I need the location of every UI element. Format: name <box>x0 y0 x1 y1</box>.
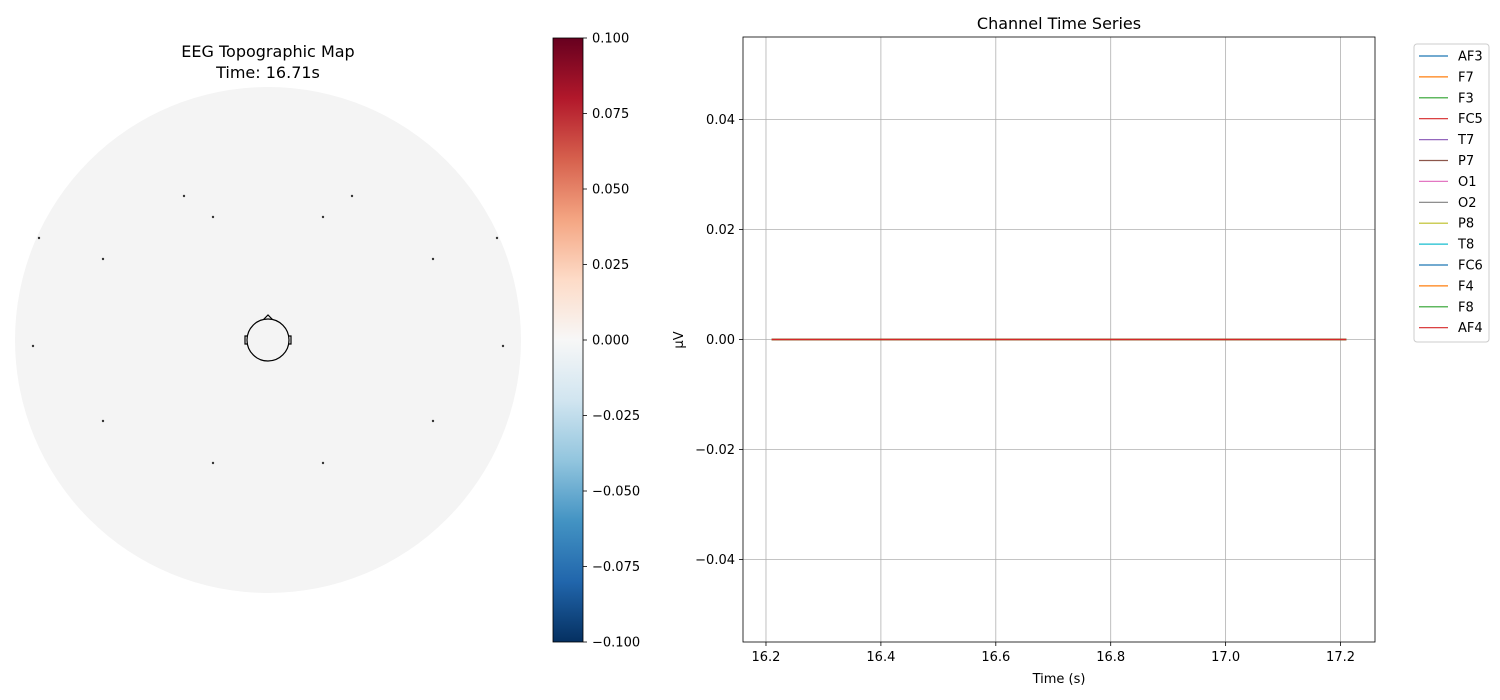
colorbar-tick-label: −0.075 <box>592 560 640 575</box>
legend-item: P8 <box>1419 217 1474 232</box>
sensor-marker <box>31 344 35 348</box>
colorbar-tick-label: 0.050 <box>592 183 629 198</box>
y-tick-label: −0.02 <box>695 443 735 458</box>
sensor-marker <box>350 194 354 198</box>
colorbar-tick-label: 0.100 <box>592 32 629 47</box>
legend-label: O1 <box>1458 175 1477 190</box>
legend-item: FC6 <box>1419 259 1483 274</box>
topomap-title: EEG Topographic Map <box>181 42 354 61</box>
colorbar: 0.100 0.075 0.050 0.025 0.000 −0.025 −0.050 −0.… <box>552 32 640 651</box>
legend-label: F3 <box>1458 91 1474 106</box>
legend-item: AF3 <box>1419 50 1483 65</box>
x-tick-label: 16.8 <box>1096 650 1125 665</box>
x-axis-ticks: 16.2 16.4 16.6 16.8 17.0 17.2 <box>752 642 1355 665</box>
y-axis-label: µV <box>672 331 687 348</box>
legend-item: F8 <box>1419 300 1474 315</box>
left-ear-icon <box>244 335 248 345</box>
legend-item: T7 <box>1419 133 1474 148</box>
legend-label: F8 <box>1458 300 1474 315</box>
legend-label: F7 <box>1458 70 1474 85</box>
topomap-subtitle: Time: 16.71s <box>215 63 320 82</box>
x-tick-label: 17.0 <box>1211 650 1240 665</box>
sensor-marker <box>431 257 435 261</box>
colorbar-tick-label: 0.025 <box>592 258 629 273</box>
sensor-marker <box>211 215 215 219</box>
colorbar-tick-label: −0.025 <box>592 409 640 424</box>
legend-label: T8 <box>1457 238 1474 253</box>
x-tick-label: 16.4 <box>866 650 895 665</box>
sensor-marker <box>101 257 105 261</box>
legend-box <box>1413 43 1490 343</box>
sensor-marker <box>211 461 215 465</box>
x-tick-label: 16.2 <box>752 650 781 665</box>
legend-item: F7 <box>1419 70 1474 85</box>
sensor-marker <box>321 461 325 465</box>
y-tick-label: 0.00 <box>706 333 735 348</box>
legend-item: O1 <box>1419 175 1477 190</box>
legend-item: T8 <box>1419 238 1474 253</box>
x-axis-label: Time (s) <box>1032 672 1086 687</box>
legend-item: P7 <box>1419 154 1474 169</box>
timeseries-panel: Channel Time Series 16.2 16.4 16.6 16.8 17.0… <box>672 14 1376 687</box>
sensor-marker <box>431 419 435 423</box>
colorbar-tick-label: 0.075 <box>592 107 629 122</box>
timeseries-title: Channel Time Series <box>977 14 1141 33</box>
colorbar-gradient <box>552 37 584 643</box>
legend-items: AF3 F7 F3 FC5 T7 P7 O1 O2 P8 T8 FC6 F4 F8 AF4 <box>1419 50 1483 336</box>
legend-item: FC5 <box>1419 112 1483 127</box>
x-tick-label: 17.2 <box>1326 650 1355 665</box>
legend-item: F3 <box>1419 91 1474 106</box>
head-circle <box>246 318 290 362</box>
x-tick-label: 16.6 <box>981 650 1010 665</box>
legend-label: T7 <box>1457 133 1474 148</box>
legend-label: F4 <box>1458 279 1474 294</box>
legend-label: AF3 <box>1458 50 1483 65</box>
sensor-marker <box>182 194 186 198</box>
legend-item: O2 <box>1419 196 1477 211</box>
y-tick-label: 0.04 <box>706 113 735 128</box>
sensor-marker <box>101 419 105 423</box>
colorbar-tick-label: 0.000 <box>592 334 629 349</box>
legend: AF3 F7 F3 FC5 T7 P7 O1 O2 P8 T8 FC6 F4 F8 AF4 <box>1413 43 1490 343</box>
colorbar-tick-label: −0.050 <box>592 485 640 500</box>
legend-item: AF4 <box>1419 321 1483 336</box>
legend-label: AF4 <box>1458 321 1483 336</box>
legend-label: O2 <box>1458 196 1477 211</box>
legend-label: FC5 <box>1458 112 1483 127</box>
legend-item: F4 <box>1419 279 1474 294</box>
nose-icon <box>263 314 273 320</box>
legend-label: P8 <box>1458 217 1474 232</box>
sensor-marker <box>37 236 41 240</box>
topomap-field <box>15 87 521 593</box>
right-ear-icon <box>288 335 292 345</box>
colorbar-tick-label: −0.100 <box>592 636 640 651</box>
head-outline <box>244 314 292 362</box>
y-axis-ticks: 0.04 0.02 0.00 −0.02 −0.04 <box>695 113 743 568</box>
legend-label: P7 <box>1458 154 1474 169</box>
sensor-markers <box>31 194 505 465</box>
sensor-marker <box>501 344 505 348</box>
sensor-marker <box>321 215 325 219</box>
y-tick-label: −0.04 <box>695 553 735 568</box>
sensor-marker <box>495 236 499 240</box>
legend-label: FC6 <box>1458 259 1483 274</box>
colorbar-ticks: 0.100 0.075 0.050 0.025 0.000 −0.025 −0.050 −0.… <box>583 32 640 651</box>
y-tick-label: 0.02 <box>706 223 735 238</box>
topomap-panel: EEG Topographic Map Time: 16.71s <box>15 42 521 593</box>
